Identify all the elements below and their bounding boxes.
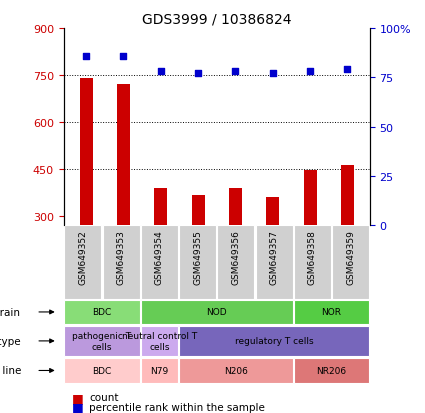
Text: strain: strain xyxy=(0,307,21,317)
Text: GSM649353: GSM649353 xyxy=(116,229,126,284)
Text: N79: N79 xyxy=(150,366,168,375)
Bar xyxy=(192,196,204,225)
Text: count: count xyxy=(89,392,119,402)
Bar xyxy=(117,85,130,225)
Point xyxy=(307,69,314,76)
Bar xyxy=(79,79,93,225)
Point xyxy=(120,53,127,60)
Text: NR206: NR206 xyxy=(317,366,346,375)
Bar xyxy=(179,358,293,383)
Point xyxy=(195,71,201,78)
Bar xyxy=(64,326,140,356)
Text: NOD: NOD xyxy=(207,308,227,317)
Text: BDC: BDC xyxy=(92,308,112,317)
Bar xyxy=(229,188,242,225)
Text: pathogenic T
cells: pathogenic T cells xyxy=(72,331,132,351)
Bar xyxy=(64,358,140,383)
Point xyxy=(83,53,90,60)
Text: GSM649352: GSM649352 xyxy=(78,229,88,284)
Text: GSM649354: GSM649354 xyxy=(155,229,164,284)
Point xyxy=(157,69,164,76)
Point xyxy=(269,71,276,78)
Bar xyxy=(218,225,254,299)
Text: cell type: cell type xyxy=(0,336,21,346)
Text: regulatory T cells: regulatory T cells xyxy=(235,337,313,346)
Bar xyxy=(179,326,369,356)
Text: GSM649358: GSM649358 xyxy=(308,229,317,284)
Text: percentile rank within the sample: percentile rank within the sample xyxy=(89,402,265,412)
Title: GDS3999 / 10386824: GDS3999 / 10386824 xyxy=(142,12,292,26)
Text: GSM649355: GSM649355 xyxy=(193,229,202,284)
Text: BDC: BDC xyxy=(92,366,112,375)
Text: cell line: cell line xyxy=(0,366,21,375)
Bar xyxy=(294,225,331,299)
Text: NOR: NOR xyxy=(321,308,342,317)
Bar xyxy=(303,171,317,225)
Bar xyxy=(141,225,178,299)
Bar xyxy=(141,358,178,383)
Point xyxy=(344,67,351,74)
Bar xyxy=(65,225,101,299)
Bar xyxy=(256,225,292,299)
Bar xyxy=(154,188,167,225)
Text: GSM649356: GSM649356 xyxy=(231,229,241,284)
Bar xyxy=(141,326,178,356)
Bar xyxy=(266,197,279,225)
Bar xyxy=(294,358,369,383)
Point xyxy=(232,69,239,76)
Text: GSM649359: GSM649359 xyxy=(346,229,355,284)
Text: neutral control T
cells: neutral control T cells xyxy=(122,331,197,351)
Bar xyxy=(332,225,369,299)
Text: ■: ■ xyxy=(72,400,84,413)
Bar xyxy=(179,225,216,299)
Bar xyxy=(294,300,369,324)
Bar xyxy=(341,166,354,225)
Bar xyxy=(64,300,140,324)
Text: ■: ■ xyxy=(72,391,84,404)
Bar xyxy=(103,225,139,299)
Text: GSM649357: GSM649357 xyxy=(269,229,279,284)
Text: N206: N206 xyxy=(224,366,248,375)
Bar xyxy=(141,300,293,324)
